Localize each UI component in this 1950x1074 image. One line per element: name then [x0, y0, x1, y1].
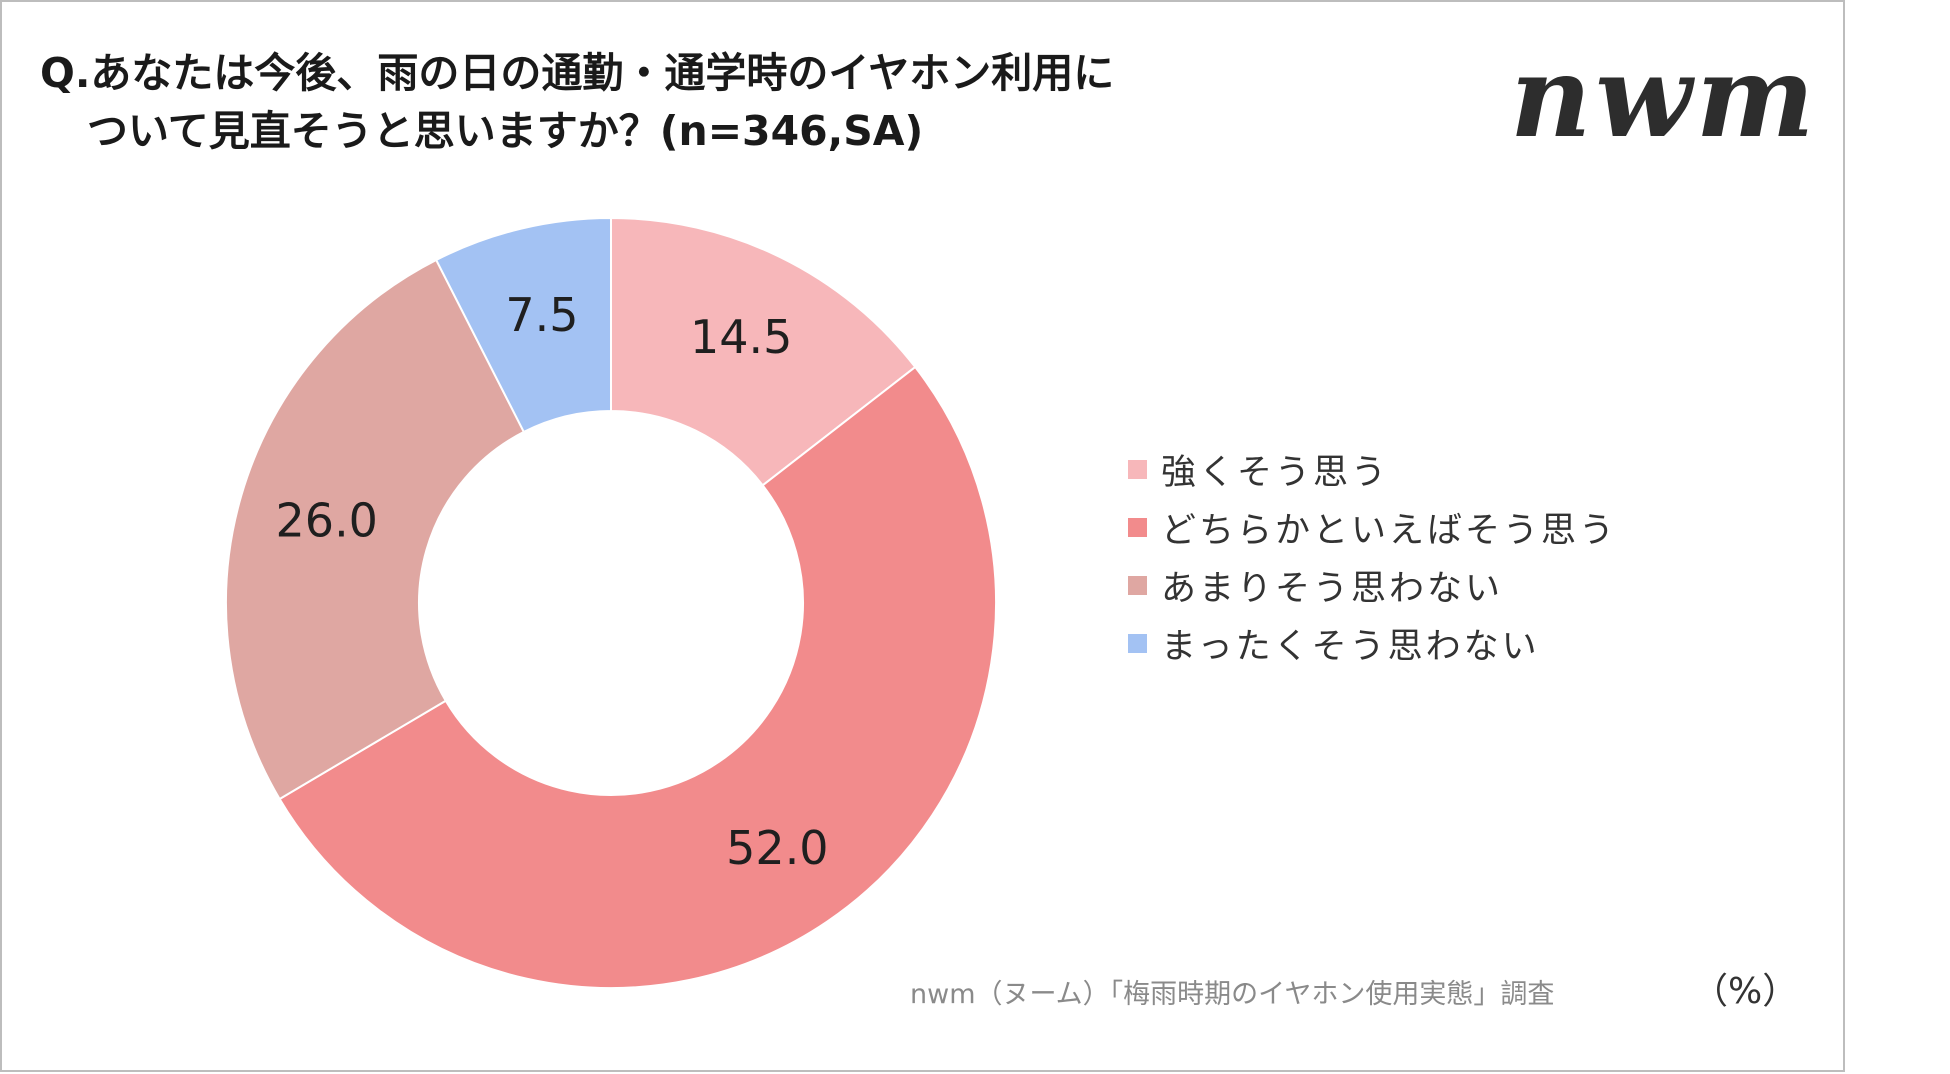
slice-value-label-strongly-disagree: 7.5: [505, 288, 578, 342]
legend-swatch-somewhat-disagree: [1128, 575, 1147, 595]
slice-value-label-somewhat-disagree: 26.0: [276, 493, 378, 547]
legend-item-strongly-disagree: まったくそう思わない: [1128, 614, 1617, 672]
donut-slice-labels: 14.5 52.0 26.0 7.5: [276, 288, 829, 875]
legend-item-somewhat-agree: どちらかといえばそう思う: [1128, 498, 1617, 556]
legend-label-somewhat-disagree: あまりそう思わない: [1161, 568, 1504, 609]
legend-swatch-strongly-agree: [1128, 459, 1147, 479]
donut-slice-somewhat-disagree: [225, 258, 526, 801]
donut-slices: [225, 216, 997, 989]
nwm-logo: nwm: [1510, 32, 1819, 163]
chart-title-line-1: Q.あなたは今後、雨の日の通勤・通学時のイヤホン利用に: [40, 49, 1115, 97]
legend-item-somewhat-disagree: あまりそう思わない: [1128, 556, 1617, 614]
chart-legend: 強くそう思う どちらかといえばそう思う あまりそう思わない まったくそう思わない: [1128, 440, 1617, 672]
slice-value-label-strongly-agree: 14.5: [690, 310, 792, 364]
chart-title: Q.あなたは今後、雨の日の通勤・通学時のイヤホン利用に ついて見直そうと思います…: [40, 44, 1240, 160]
chart-title-line-2: ついて見直そうと思いますか？(n=346,SA): [87, 107, 924, 155]
donut-slice-strongly-disagree: [434, 216, 612, 434]
legend-label-strongly-agree: 強くそう思う: [1161, 452, 1390, 493]
donut-slice-strongly-agree: [610, 216, 917, 487]
unit-label: （%）: [1692, 971, 1799, 1012]
slice-value-label-somewhat-agree: 52.0: [726, 821, 828, 875]
legend-label-somewhat-agree: どちらかといえばそう思う: [1161, 510, 1618, 551]
legend-label-strongly-disagree: まったくそう思わない: [1161, 626, 1540, 667]
legend-swatch-strongly-disagree: [1128, 633, 1147, 653]
source-note: nwm（ヌーム）「梅雨時期のイヤホン使用実態」調査: [910, 979, 1555, 1010]
legend-item-strongly-agree: 強くそう思う: [1128, 440, 1617, 498]
donut-slice-somewhat-agree: [278, 365, 997, 989]
legend-swatch-somewhat-agree: [1128, 517, 1147, 537]
